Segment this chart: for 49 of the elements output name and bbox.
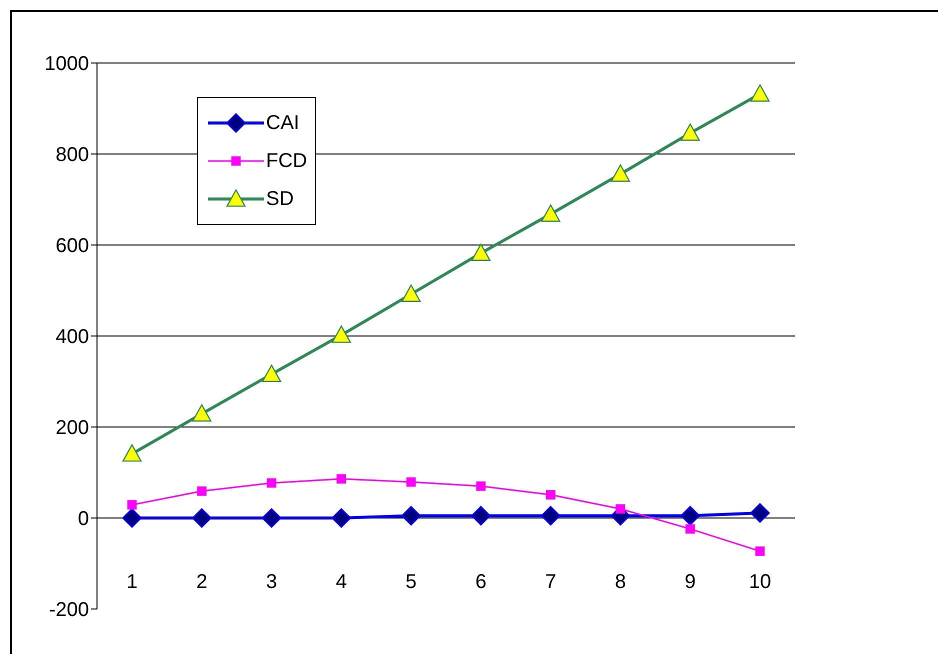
x-tick-label: 4 bbox=[336, 571, 347, 593]
point bbox=[755, 546, 765, 556]
x-tick-label: 2 bbox=[196, 571, 208, 593]
y-tick-label: 400 bbox=[56, 326, 89, 348]
point bbox=[197, 486, 206, 496]
legend-label: CAI bbox=[266, 112, 300, 134]
point bbox=[540, 506, 560, 526]
point bbox=[127, 500, 137, 510]
point bbox=[750, 503, 770, 523]
point bbox=[332, 508, 352, 528]
point bbox=[616, 504, 626, 514]
x-tick-label: 10 bbox=[748, 571, 772, 593]
x-tick-label: 3 bbox=[266, 571, 278, 593]
point bbox=[541, 204, 560, 222]
point bbox=[262, 364, 282, 382]
point bbox=[266, 478, 276, 488]
point bbox=[686, 524, 695, 534]
x-tick-label: 7 bbox=[545, 571, 556, 593]
x-tick-label: 9 bbox=[684, 571, 696, 593]
y-tick-label: -200 bbox=[48, 599, 89, 622]
point bbox=[471, 506, 491, 526]
y-tick-label: 1000 bbox=[44, 53, 89, 76]
y-tick-label: 0 bbox=[78, 508, 89, 530]
legend-label: SD bbox=[266, 188, 294, 210]
point bbox=[332, 325, 351, 343]
point bbox=[750, 84, 770, 102]
point bbox=[122, 444, 142, 462]
point bbox=[401, 506, 421, 526]
point bbox=[680, 506, 700, 526]
x-tick-label: 8 bbox=[614, 571, 626, 593]
point bbox=[476, 481, 486, 491]
point bbox=[192, 404, 212, 422]
point bbox=[402, 284, 421, 302]
point bbox=[546, 490, 556, 500]
legend-label: FCD bbox=[266, 150, 308, 172]
x-tick-label: 6 bbox=[475, 571, 486, 593]
y-tick-label: 600 bbox=[56, 235, 89, 258]
point bbox=[262, 508, 282, 528]
point bbox=[610, 164, 630, 182]
y-tick-label: 800 bbox=[56, 144, 89, 166]
point bbox=[192, 508, 212, 528]
point bbox=[336, 474, 346, 484]
y-tick-label: 200 bbox=[56, 417, 89, 440]
point bbox=[122, 508, 142, 528]
point bbox=[680, 123, 700, 141]
point bbox=[471, 244, 490, 261]
x-tick-label: 5 bbox=[406, 571, 417, 593]
x-tick-label: 1 bbox=[126, 571, 138, 593]
point bbox=[406, 477, 416, 487]
